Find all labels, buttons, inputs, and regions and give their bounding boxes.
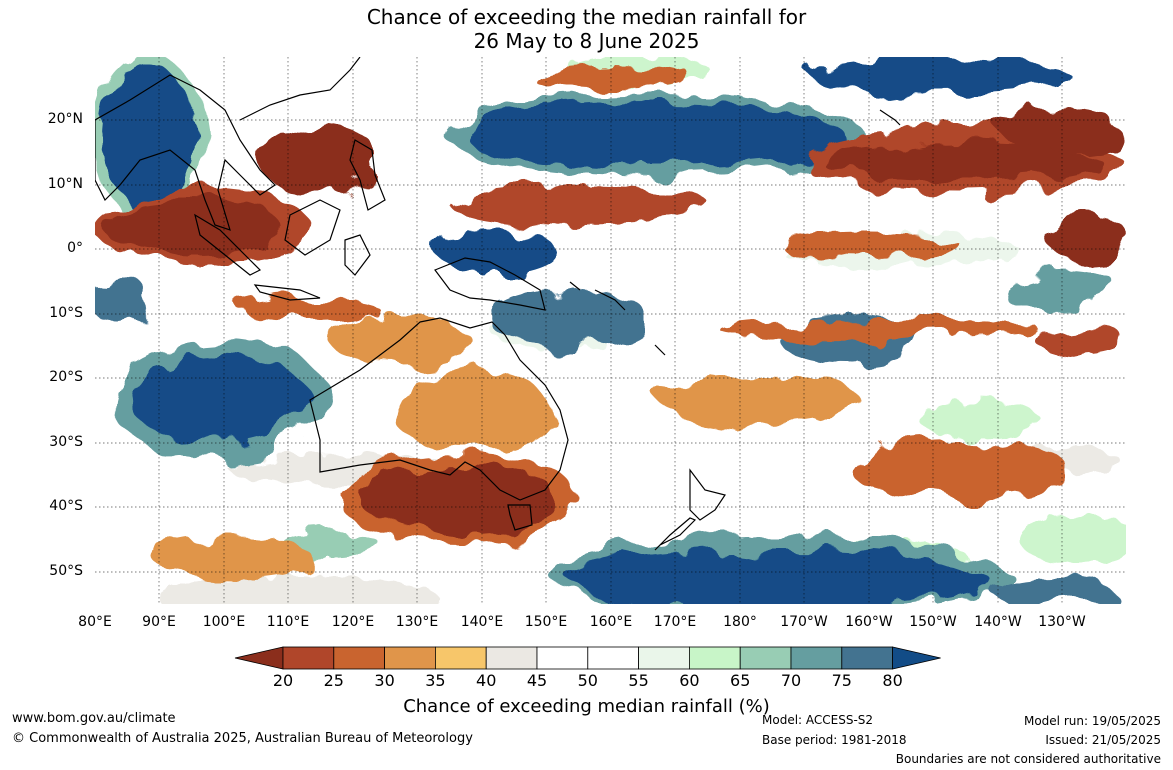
lon-label-100e: 100°E — [202, 614, 246, 630]
colorbar-tick-label: 35 — [425, 671, 446, 690]
colorbar-tick-label: 70 — [780, 671, 802, 690]
colorbar-tick-label: 60 — [679, 671, 700, 690]
lon-label-150e: 150°E — [524, 614, 568, 630]
colorbar-tick-label: 40 — [476, 671, 497, 690]
map-title-line2: 26 May to 8 June 2025 — [473, 29, 700, 53]
lat-label-10s: 10°S — [49, 305, 83, 321]
colorbar-segment — [638, 646, 690, 670]
colorbar-arrow-low — [234, 646, 284, 670]
colorbar-segment — [790, 646, 843, 670]
colorbar-segment — [587, 646, 639, 670]
lon-label-130w: 130°W — [1038, 614, 1086, 630]
website-link[interactable]: www.bom.gov.au/climate — [12, 711, 176, 726]
colorbar-segment — [384, 646, 436, 670]
colorbar-tick-label: 50 — [577, 671, 598, 690]
colorbar-tick-label: 20 — [272, 671, 294, 690]
issued-text: Issued: 21/05/2025 — [1045, 733, 1161, 747]
lon-label-90e: 90°E — [142, 614, 176, 630]
lat-label-50s: 50°S — [49, 563, 83, 579]
lon-label-170e: 170°E — [653, 614, 697, 630]
lon-label-160e: 160°E — [589, 614, 633, 630]
lon-label-140w: 140°W — [974, 614, 1022, 630]
lon-label-180: 180° — [723, 614, 757, 630]
colorbar-segment — [841, 646, 893, 670]
model-text: Model: ACCESS-S2 — [762, 713, 874, 727]
colorbar-segment — [333, 646, 385, 670]
colorbar-arrow-high — [892, 646, 941, 670]
lat-label-30s: 30°S — [49, 434, 83, 450]
model-run-text: Model run: 19/05/2025 — [1023, 714, 1161, 728]
coastlines — [95, 57, 901, 551]
lat-label-0: 0° — [67, 240, 83, 256]
copyright-text: © Commonwealth of Australia 2025, Austra… — [12, 731, 473, 746]
lon-label-110e: 110°E — [266, 614, 310, 630]
graticule — [95, 57, 1126, 604]
lon-label-140e: 140°E — [460, 614, 504, 630]
colorbar-segment — [434, 646, 487, 670]
lat-label-40s: 40°S — [49, 498, 83, 514]
lon-label-80e: 80°E — [78, 614, 112, 630]
colorbar-segment — [689, 646, 741, 670]
colorbar-segment — [485, 646, 538, 670]
lat-label-10n: 10°N — [47, 176, 83, 192]
colorbar-tick-label: 30 — [374, 671, 395, 690]
colorbar-tick-label: 25 — [323, 671, 344, 690]
rainfall-field — [95, 57, 1126, 604]
lon-label-170w: 170°W — [780, 614, 828, 630]
lon-label-120e: 120°E — [331, 614, 375, 630]
colorbar-tick-label: 65 — [730, 671, 751, 690]
colorbar-segment — [282, 646, 335, 670]
colorbar-segment — [536, 646, 589, 670]
colorbar-segment — [739, 646, 792, 670]
lon-label-130e: 130°E — [395, 614, 439, 630]
lat-label-20n: 20°N — [47, 111, 83, 127]
map-title-line1: Chance of exceeding the median rainfall … — [366, 5, 807, 29]
base-period-text: Base period: 1981-2018 — [762, 733, 907, 747]
lat-label-20s: 20°S — [49, 369, 83, 385]
colorbar-tick-label: 75 — [831, 671, 852, 690]
disclaimer-text: Boundaries are not considered authoritat… — [895, 752, 1161, 766]
lon-label-150w: 150°W — [909, 614, 957, 630]
lon-label-160w: 160°W — [845, 614, 893, 630]
colorbar-label: Chance of exceeding median rainfall (%) — [403, 696, 770, 717]
colorbar-tick-label: 55 — [628, 671, 649, 690]
colorbar-tick-label: 45 — [526, 671, 548, 690]
colorbar-tick-label: 80 — [882, 671, 903, 690]
